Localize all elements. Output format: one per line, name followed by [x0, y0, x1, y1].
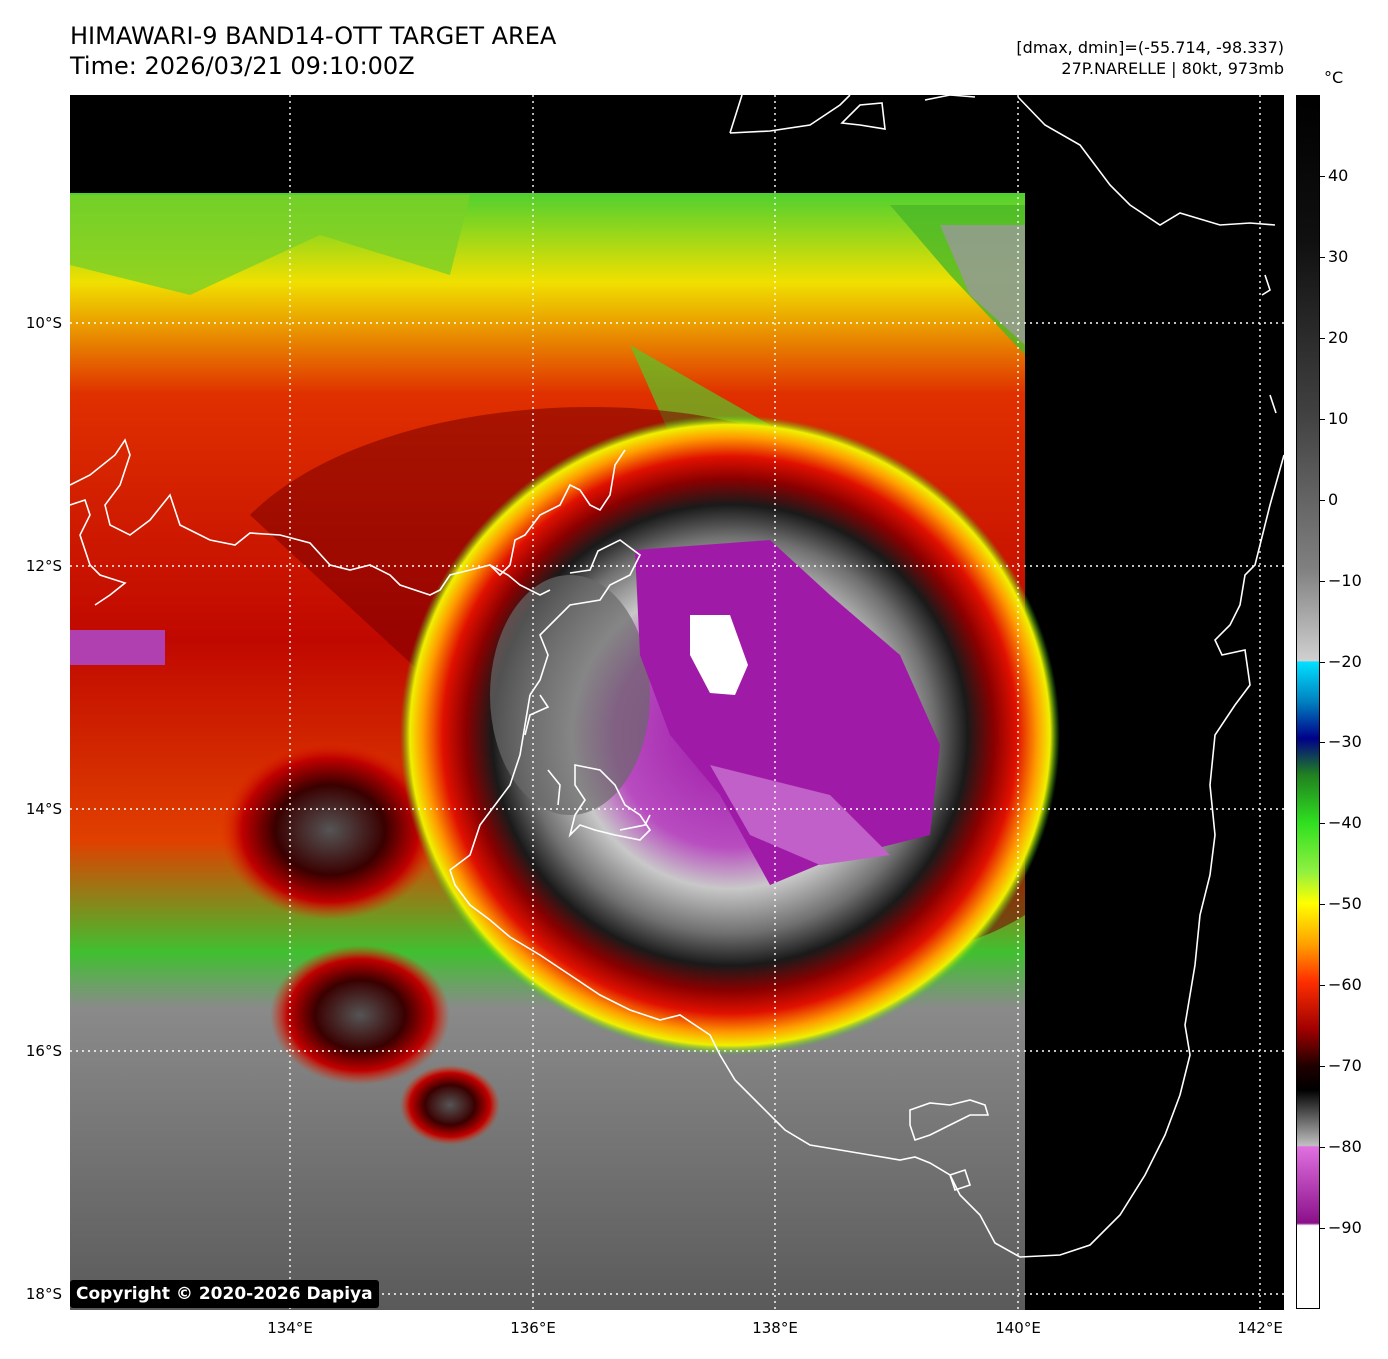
copyright-label: Copyright © 2020-2026 Dapiya [70, 1280, 379, 1308]
colorbar-tick-mark [1320, 823, 1325, 825]
colorbar-tick-mark [1320, 1147, 1325, 1149]
colorbar-tick-label: −40 [1328, 813, 1362, 833]
lat-label-16s: 16°S [25, 1042, 62, 1060]
colorbar-tick-label: −90 [1328, 1218, 1362, 1238]
colorbar-tick-label: −30 [1328, 732, 1362, 752]
colorbar-tick-mark [1320, 742, 1325, 744]
lon-label-142e: 142°E [1237, 1319, 1283, 1337]
colorbar-tick-mark [1320, 1066, 1325, 1068]
colorbar-tick-mark [1320, 499, 1325, 501]
colorbar-tick-label: 40 [1328, 165, 1349, 185]
colorbar-tick-mark [1320, 661, 1325, 663]
colorbar-tick-mark [1320, 337, 1325, 339]
lat-label-12s: 12°S [25, 557, 62, 575]
colorbar-unit: °C [1324, 68, 1344, 87]
lon-label-140e: 140°E [995, 1319, 1041, 1337]
colorbar-tick-label: −10 [1328, 570, 1362, 590]
colorbar-tick-label: −70 [1328, 1056, 1362, 1076]
lat-label-10s: 10°S [25, 314, 62, 332]
lat-label-18s: 18°S [25, 1285, 62, 1303]
dmax-dmin-readout: [dmax, dmin]=(-55.714, -98.337) [1016, 38, 1284, 57]
colorbar [1296, 95, 1320, 1309]
colorbar-tick-label: −80 [1328, 1137, 1362, 1157]
colorbar-tick-label: 30 [1328, 246, 1349, 266]
colorbar-tick-label: 0 [1328, 489, 1339, 509]
lon-label-136e: 136°E [510, 1319, 556, 1337]
colorbar-tick-mark [1320, 985, 1325, 987]
lon-label-134e: 134°E [267, 1319, 313, 1337]
colorbar-tick-mark [1320, 580, 1325, 582]
colorbar-tick-label: −20 [1328, 651, 1362, 671]
colorbar-tick-label: 10 [1328, 408, 1349, 428]
colorbar-tick-mark [1320, 256, 1325, 258]
chart-title: HIMAWARI-9 BAND14-OTT TARGET AREA [70, 22, 557, 50]
lon-label-138e: 138°E [752, 1319, 798, 1337]
colorbar-tick-label: −60 [1328, 975, 1362, 995]
colorbar-tick-mark [1320, 175, 1325, 177]
colorbar-tick-label: −50 [1328, 894, 1362, 914]
colorbar-tick-mark [1320, 1228, 1325, 1230]
colorbar-tick-mark [1320, 418, 1325, 420]
satellite-map [70, 95, 1284, 1310]
colorbar-tick-mark [1320, 904, 1325, 906]
lat-label-14s: 14°S [25, 800, 62, 818]
chart-time: Time: 2026/03/21 09:10:00Z [70, 52, 415, 80]
storm-info: 27P.NARELLE | 80kt, 973mb [1061, 59, 1284, 78]
colorbar-tick-label: 20 [1328, 327, 1349, 347]
